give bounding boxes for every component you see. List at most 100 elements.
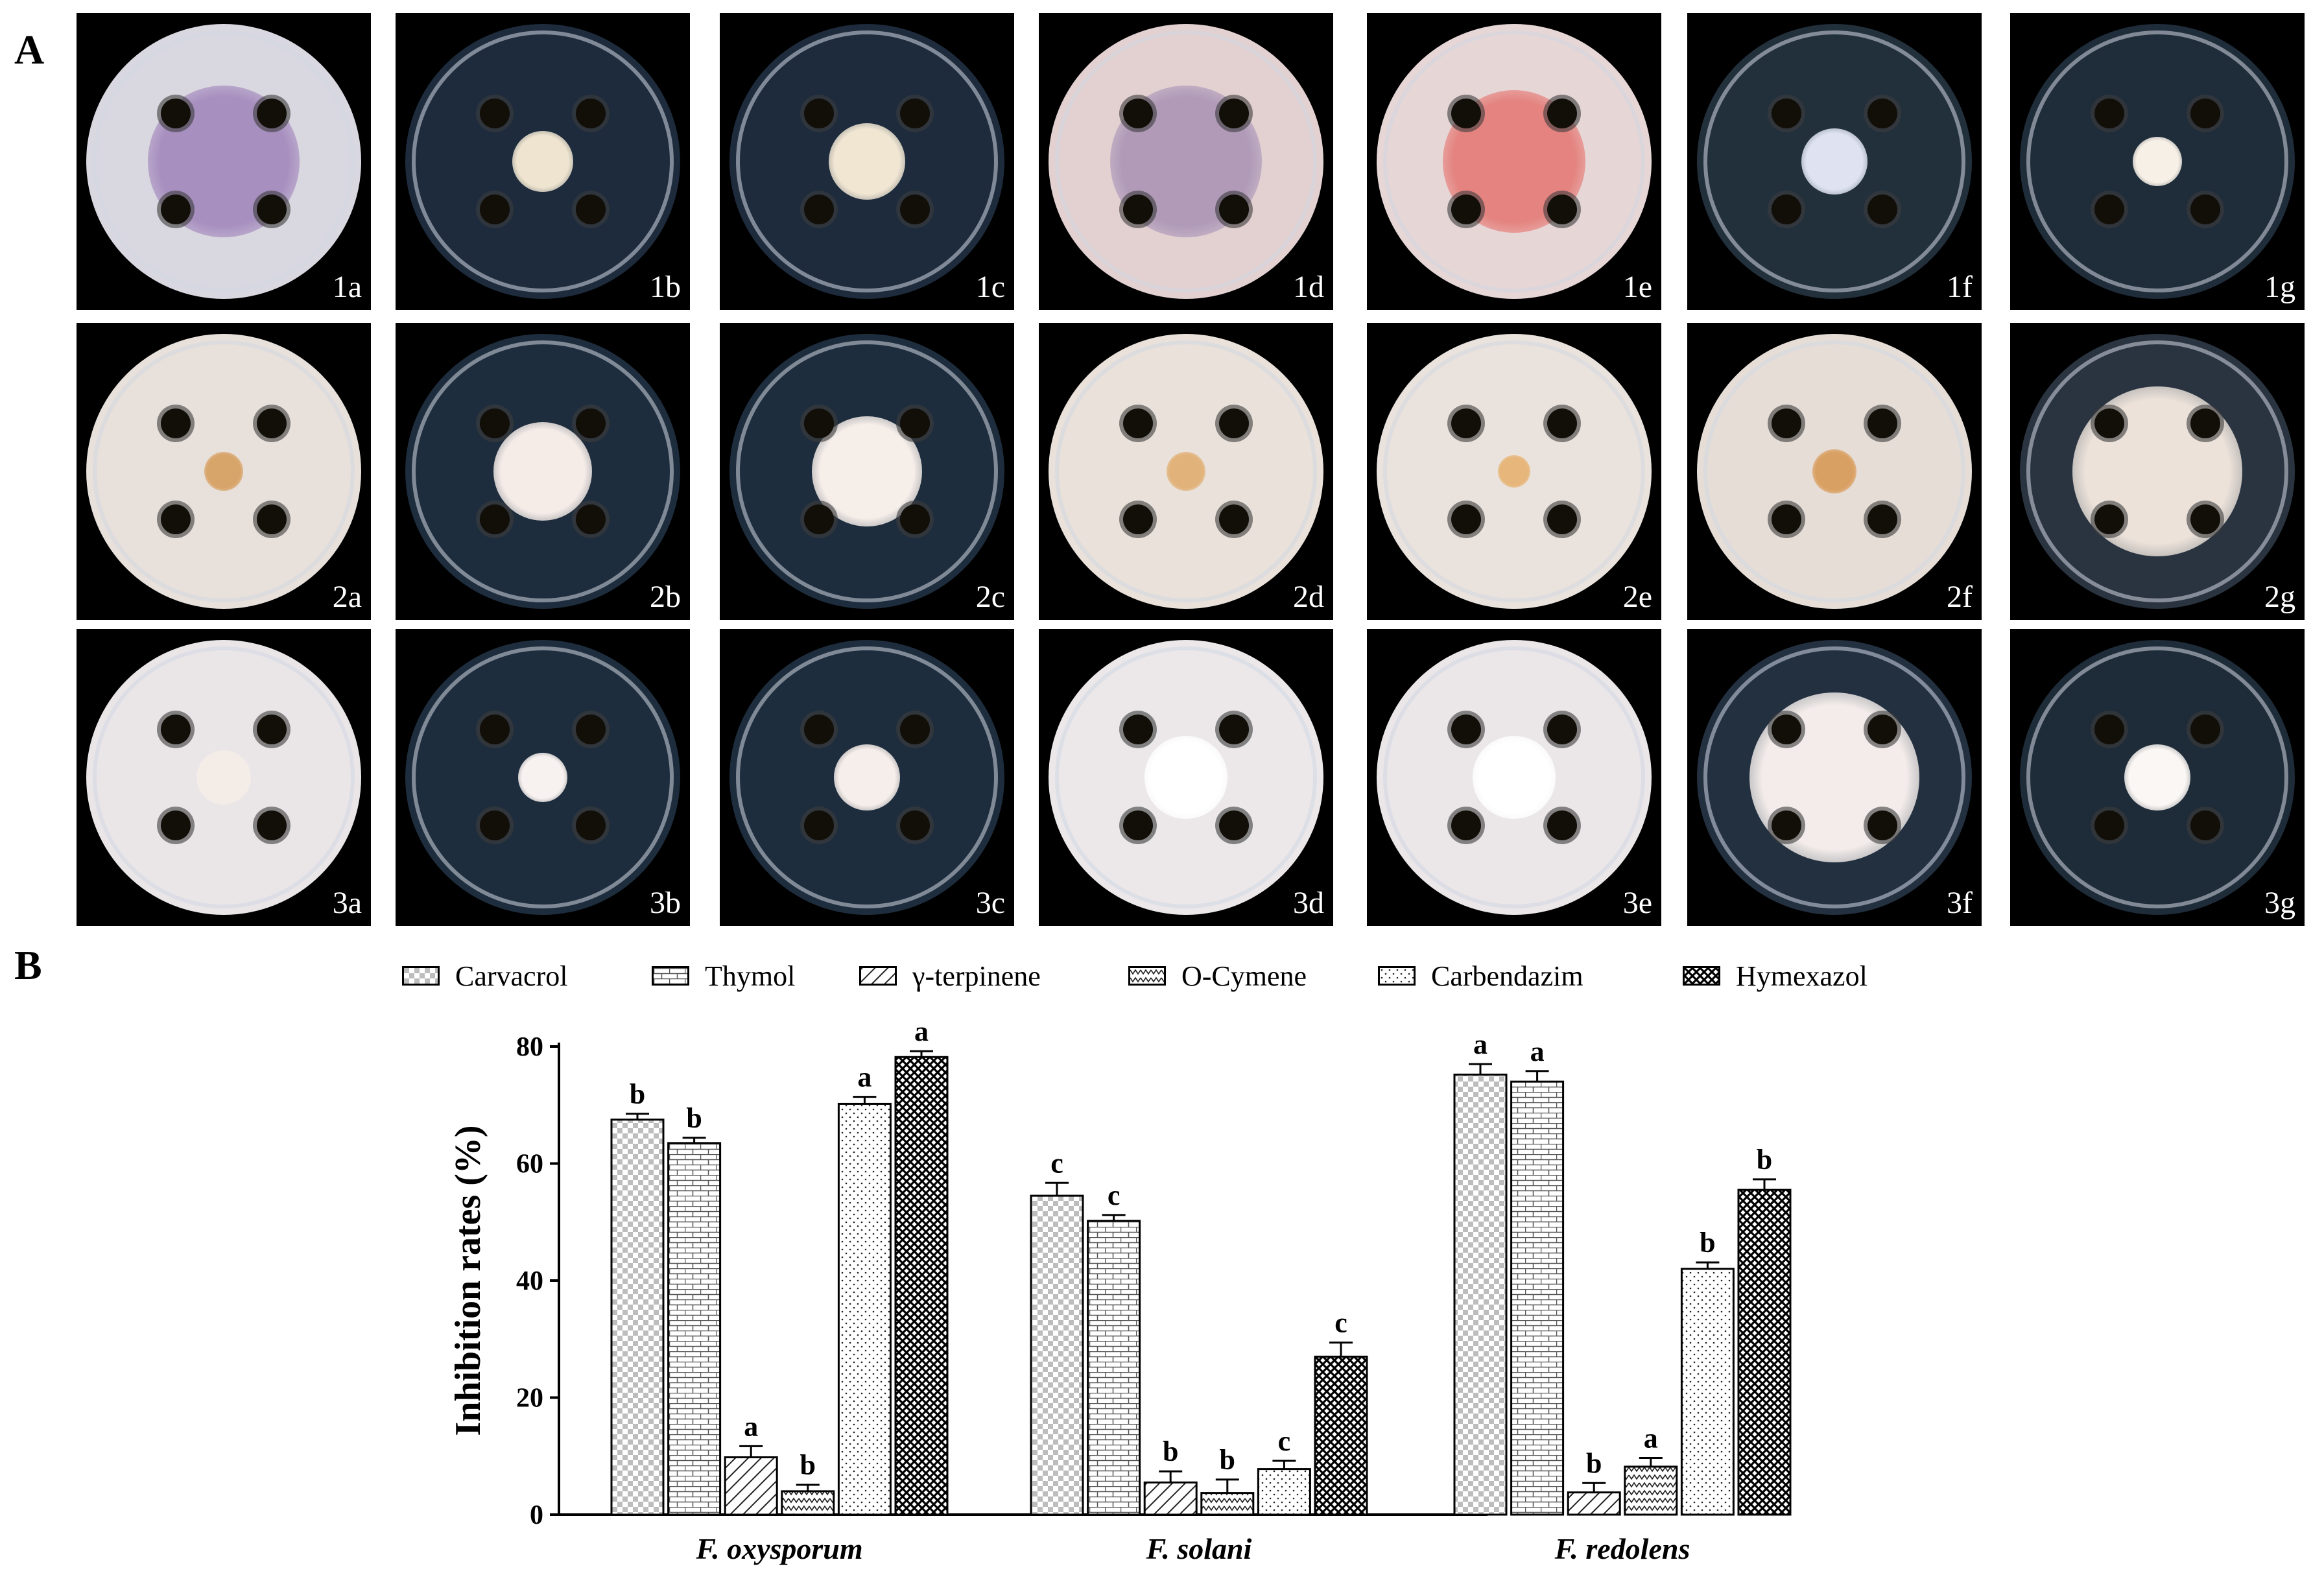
oxford-cup-well: [1123, 195, 1153, 224]
bar-diagonal: [1143, 1481, 1198, 1516]
oxford-cup-well: [576, 715, 606, 744]
dish-rim: [93, 646, 355, 908]
legend-item: O-Cymene: [1128, 953, 1307, 999]
fungal-colony: [828, 123, 906, 200]
petri-plate-2a: 2a: [77, 323, 371, 620]
oxford-cup-well: [1451, 99, 1481, 128]
oxford-cup-well: [900, 99, 930, 128]
dish-rim: [1383, 340, 1645, 602]
oxford-cup-well: [576, 408, 606, 438]
y-tick-label: 40: [516, 1266, 543, 1296]
fungal-colony: [204, 452, 243, 491]
oxford-cup-well: [1219, 504, 1249, 534]
plate-label: 1c: [975, 270, 1005, 304]
petri-plate-3d: 3d: [1039, 629, 1333, 926]
oxford-cup-well: [161, 99, 191, 128]
petri-plate-1c: 1c: [720, 13, 1014, 310]
dish-rim: [2026, 646, 2288, 908]
plate-label: 1d: [1293, 270, 1324, 304]
dish-rim: [1055, 340, 1317, 602]
significance-letter: a: [1473, 1028, 1488, 1060]
dish-rim: [2026, 30, 2288, 292]
petri-plate-3f: 3f: [1687, 629, 1982, 926]
oxford-cup-well: [900, 504, 930, 534]
significance-letter: b: [1700, 1227, 1715, 1259]
oxford-cup-well: [257, 504, 287, 534]
legend-swatch: [1378, 966, 1416, 986]
oxford-cup-well: [1547, 810, 1577, 840]
petri-plate-3e: 3e: [1367, 629, 1661, 926]
oxford-cup-well: [900, 810, 930, 840]
significance-letter: b: [1163, 1436, 1178, 1467]
oxford-cup-well: [2094, 504, 2124, 534]
oxford-cup-well: [257, 408, 287, 438]
dish-rim: [1703, 30, 1965, 292]
oxford-cup-well: [161, 195, 191, 224]
bar-checker: [1453, 1073, 1508, 1516]
fungal-colony: [2132, 136, 2183, 187]
bar-checker: [610, 1118, 665, 1516]
petri-plate-2c: 2c: [720, 323, 1014, 620]
plate-label: 1f: [1947, 270, 1973, 304]
petri-plate-1b: 1b: [396, 13, 690, 310]
oxford-cup-well: [1772, 195, 1801, 224]
legend-label: Carbendazim: [1431, 960, 1583, 992]
plate-label: 1e: [1622, 270, 1652, 304]
oxford-cup-well: [1451, 195, 1481, 224]
fungal-colony: [812, 416, 922, 526]
oxford-cup-well: [1451, 408, 1481, 438]
oxford-cup-well: [161, 715, 191, 744]
oxford-cup-well: [480, 195, 510, 224]
oxford-cup-well: [900, 408, 930, 438]
legend-swatch: [1128, 966, 1166, 986]
oxford-cup-well: [1868, 504, 1897, 534]
bar-brick: [1510, 1080, 1565, 1516]
dish-rim: [736, 30, 998, 292]
fungal-colony: [1167, 452, 1205, 491]
x-category-label: F. solani: [1146, 1532, 1252, 1565]
legend-label: Hymexazol: [1736, 960, 1868, 992]
oxford-cup-well: [576, 810, 606, 840]
bar-diagonal: [724, 1456, 778, 1516]
oxford-cup-well: [900, 195, 930, 224]
plate-label: 3d: [1293, 886, 1324, 920]
oxford-cup-well: [1772, 810, 1801, 840]
petri-plate-1a: 1a: [77, 13, 371, 310]
panel-label-a: A: [14, 27, 45, 73]
oxford-cup-well: [480, 408, 510, 438]
y-tick-label: 0: [530, 1500, 543, 1530]
dish-rim: [1055, 30, 1317, 292]
oxford-cup-well: [804, 195, 834, 224]
legend-item: Carbendazim: [1378, 953, 1583, 999]
plate-label: 1g: [2264, 270, 2295, 304]
fungal-colony: [1812, 449, 1856, 493]
oxford-cup-well: [257, 195, 287, 224]
oxford-cup-well: [1123, 810, 1153, 840]
dish-rim: [736, 340, 998, 602]
fungal-colony: [1749, 692, 1920, 863]
oxford-cup-well: [2094, 715, 2124, 744]
oxford-cup-well: [161, 504, 191, 534]
oxford-cup-well: [804, 99, 834, 128]
oxford-cup-well: [1123, 408, 1153, 438]
fungal-colony: [2072, 386, 2243, 557]
fungal-colony: [1497, 455, 1531, 488]
oxford-cup-well: [1219, 99, 1249, 128]
plate-label: 3g: [2264, 886, 2295, 920]
plate-label: 2d: [1293, 580, 1324, 614]
petri-plate-2f: 2f: [1687, 323, 1982, 620]
plate-label: 3a: [332, 886, 362, 920]
oxford-cup-well: [1123, 715, 1153, 744]
bar-brick: [1087, 1220, 1141, 1516]
fungal-colony: [196, 750, 252, 805]
plate-label: 3f: [1947, 886, 1973, 920]
oxford-cup-well: [1868, 715, 1897, 744]
significance-letter: b: [686, 1102, 702, 1134]
oxford-cup-well: [1772, 504, 1801, 534]
significance-letter: b: [800, 1449, 816, 1481]
y-tick-label: 20: [516, 1384, 543, 1413]
plate-label: 2c: [975, 580, 1005, 614]
plate-label: 2b: [650, 580, 681, 614]
oxford-cup-well: [2094, 408, 2124, 438]
significance-letter: b: [1586, 1447, 1602, 1479]
